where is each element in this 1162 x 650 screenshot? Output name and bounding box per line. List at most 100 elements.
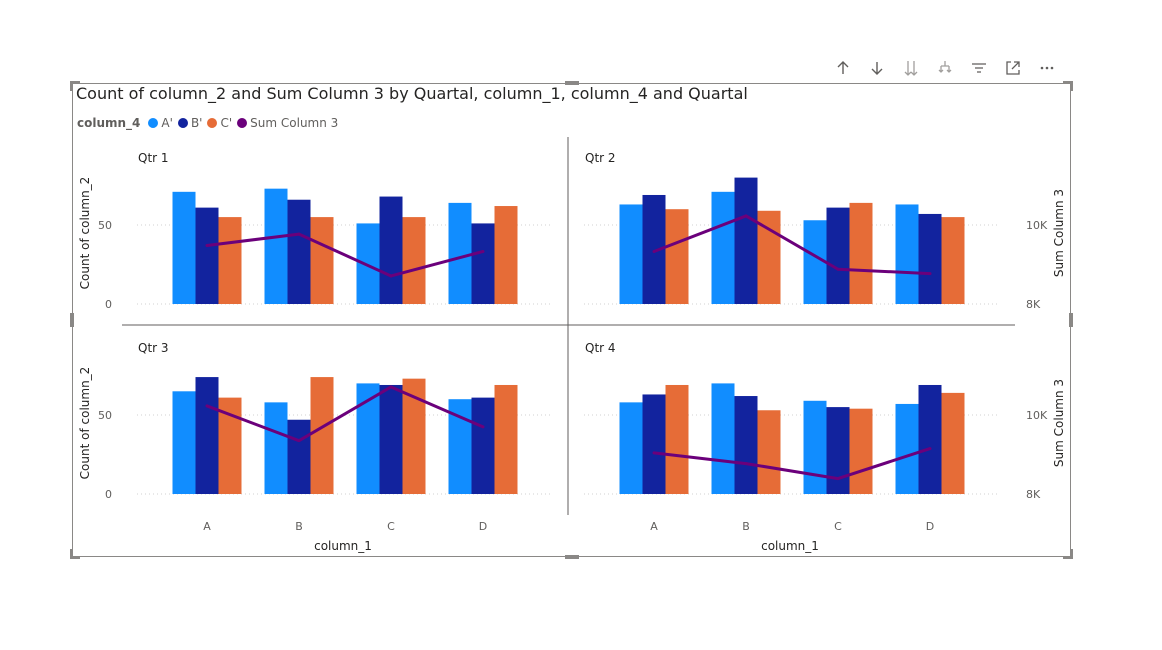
line-point-2-3 [836, 267, 840, 271]
y2-tick-label: 8K [1026, 298, 1041, 311]
bar-1-d-1 [448, 202, 472, 304]
expand-all-icon [904, 61, 918, 76]
y-tick-label: 50 [98, 409, 112, 422]
y2-tick-label: 8K [1026, 488, 1041, 501]
bar-3-c-3 [402, 378, 426, 494]
legend-title: column_4 [77, 116, 141, 130]
drill-up-button[interactable] [826, 56, 860, 80]
line-point-3-4 [481, 425, 485, 429]
resize-handle-right[interactable] [1069, 313, 1073, 327]
panel-label-2: Qtr 2 [585, 151, 616, 165]
chart-legend: column_4 A' B' C' Sum Column 3 [77, 115, 343, 131]
drill-down-button[interactable] [860, 56, 894, 80]
resize-handle-left[interactable] [70, 313, 74, 327]
bar-1-a-2 [195, 207, 219, 304]
bar-4-b-3 [757, 410, 781, 494]
x-axis-title: column_1 [314, 539, 372, 553]
drill-down-icon [871, 62, 883, 75]
line-point-1-4 [481, 249, 485, 253]
line-point-4-2 [744, 462, 748, 466]
x-tick-label-c: C [834, 520, 842, 533]
y2-axis-title: Sum Column 3 [1052, 189, 1066, 277]
bar-1-a-1 [172, 191, 196, 304]
bar-2-a-2 [642, 194, 666, 304]
resize-handle-bottom-left[interactable] [70, 556, 80, 559]
x-tick-label-a: A [650, 520, 658, 533]
bar-2-c-1 [803, 220, 827, 304]
y2-axis-title: Sum Column 3 [1052, 379, 1066, 467]
drill-up-icon [837, 61, 849, 74]
bar-1-a-3 [218, 217, 242, 304]
bar-1-b-1 [264, 188, 288, 304]
expand-all-button[interactable] [894, 56, 928, 80]
line-sum-column-3-panel-4 [653, 447, 931, 481]
resize-handle-top-left-v[interactable] [70, 81, 73, 91]
line-point-1-2 [297, 232, 301, 236]
visual-header-toolbar [826, 56, 1064, 80]
legend-marker-a [148, 118, 159, 128]
bar-3-a-2 [195, 377, 219, 494]
more-options-button[interactable] [1030, 56, 1064, 80]
resize-handle-top-right-v[interactable] [1070, 81, 1073, 91]
bar-3-b-2 [287, 419, 311, 494]
bar-3-c-2 [379, 384, 403, 494]
bar-2-a-3 [665, 209, 689, 304]
chart-title: Count of column_2 and Sum Column 3 by Qu… [76, 84, 748, 103]
bar-4-d-2 [918, 384, 942, 494]
y-axis-title: Count of column_2 [78, 367, 92, 480]
legend-item-sum[interactable]: Sum Column 3 [237, 116, 338, 130]
bar-3-d-3 [494, 384, 518, 494]
y-axis-title: Count of column_2 [78, 177, 92, 290]
focus-mode-button[interactable] [996, 56, 1030, 80]
x-tick-label-c: C [387, 520, 395, 533]
line-point-4-3 [836, 477, 840, 481]
y-tick-label: 50 [98, 219, 112, 232]
resize-handle-top[interactable] [565, 81, 579, 85]
x-tick-label-b: B [742, 520, 750, 533]
x-tick-label-b: B [295, 520, 303, 533]
resize-handle-bottom[interactable] [565, 555, 579, 559]
bar-3-c-1 [356, 383, 380, 494]
filter-button[interactable] [962, 56, 996, 80]
bar-2-a-1 [619, 204, 643, 304]
y-tick-label: 0 [105, 488, 112, 501]
legend-label-c: C' [220, 116, 233, 130]
x-tick-label-d: D [926, 520, 934, 533]
bar-1-c-1 [356, 223, 380, 304]
bar-1-d-2 [471, 223, 495, 304]
line-point-3-3 [389, 385, 393, 389]
resize-handle-top-right[interactable] [1063, 81, 1073, 84]
legend-item-c[interactable]: C' [207, 116, 232, 130]
resize-handle-bottom-left-v[interactable] [70, 549, 73, 559]
legend-item-b[interactable]: B' [177, 116, 202, 130]
resize-handle-bottom-right-v[interactable] [1070, 549, 1073, 559]
x-axis-title: column_1 [761, 539, 819, 553]
line-point-2-4 [928, 272, 932, 276]
resize-handle-top-left[interactable] [70, 81, 80, 84]
bar-3-b-3 [310, 377, 334, 494]
line-point-4-4 [928, 447, 932, 451]
bar-3-d-1 [448, 399, 472, 494]
legend-label-sum: Sum Column 3 [250, 116, 339, 130]
x-tick-label-a: A [203, 520, 211, 533]
panel-label-4: Qtr 4 [585, 341, 616, 355]
legend-label-a: A' [161, 116, 173, 130]
line-point-3-2 [297, 439, 301, 443]
bar-2-b-2 [734, 177, 758, 304]
bar-4-b-1 [711, 383, 735, 494]
bar-3-a-3 [218, 397, 242, 494]
legend-marker-sum [237, 118, 248, 128]
legend-marker-b [177, 118, 188, 128]
legend-marker-c [207, 118, 218, 128]
bar-2-c-3 [849, 202, 873, 304]
line-sum-column-3-panel-3 [206, 385, 484, 443]
drill-hierarchy-button[interactable] [928, 56, 962, 80]
legend-item-a[interactable]: A' [148, 116, 173, 130]
bar-4-d-1 [895, 403, 919, 494]
bar-3-a-1 [172, 391, 196, 494]
resize-handle-bottom-right[interactable] [1063, 556, 1073, 559]
drill-hierarchy-icon [938, 61, 952, 73]
panel-label-1: Qtr 1 [138, 151, 169, 165]
bar-3-d-2 [471, 397, 495, 494]
